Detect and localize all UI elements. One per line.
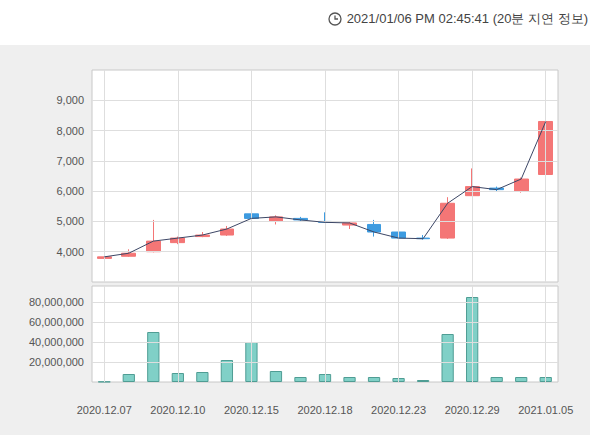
svg-text:20,000,000: 20,000,000	[29, 356, 84, 368]
svg-text:9,000: 9,000	[56, 94, 84, 106]
svg-text:6,000: 6,000	[56, 185, 84, 197]
svg-text:5,000: 5,000	[56, 215, 84, 227]
svg-text:2020.12.23: 2020.12.23	[371, 404, 426, 416]
svg-text:7,000: 7,000	[56, 155, 84, 167]
svg-text:2021.01.05: 2021.01.05	[518, 404, 573, 416]
svg-text:2020.12.07: 2020.12.07	[77, 404, 132, 416]
svg-text:80,000,000: 80,000,000	[29, 296, 84, 308]
svg-text:8,000: 8,000	[56, 125, 84, 137]
svg-text:2020.12.18: 2020.12.18	[297, 404, 352, 416]
svg-text:2020.12.10: 2020.12.10	[150, 404, 205, 416]
svg-text:60,000,000: 60,000,000	[29, 316, 84, 328]
svg-text:2020.12.15: 2020.12.15	[224, 404, 279, 416]
html-text:2021/01/06 PM 02:45:41 (20분 지연: 2021/01/06 PM 02:45:41 (20분 지연 정보)	[346, 11, 588, 26]
svg-text:4,000: 4,000	[56, 246, 84, 258]
svg-text:2020.12.29: 2020.12.29	[445, 404, 500, 416]
svg-text:40,000,000: 40,000,000	[29, 336, 84, 348]
